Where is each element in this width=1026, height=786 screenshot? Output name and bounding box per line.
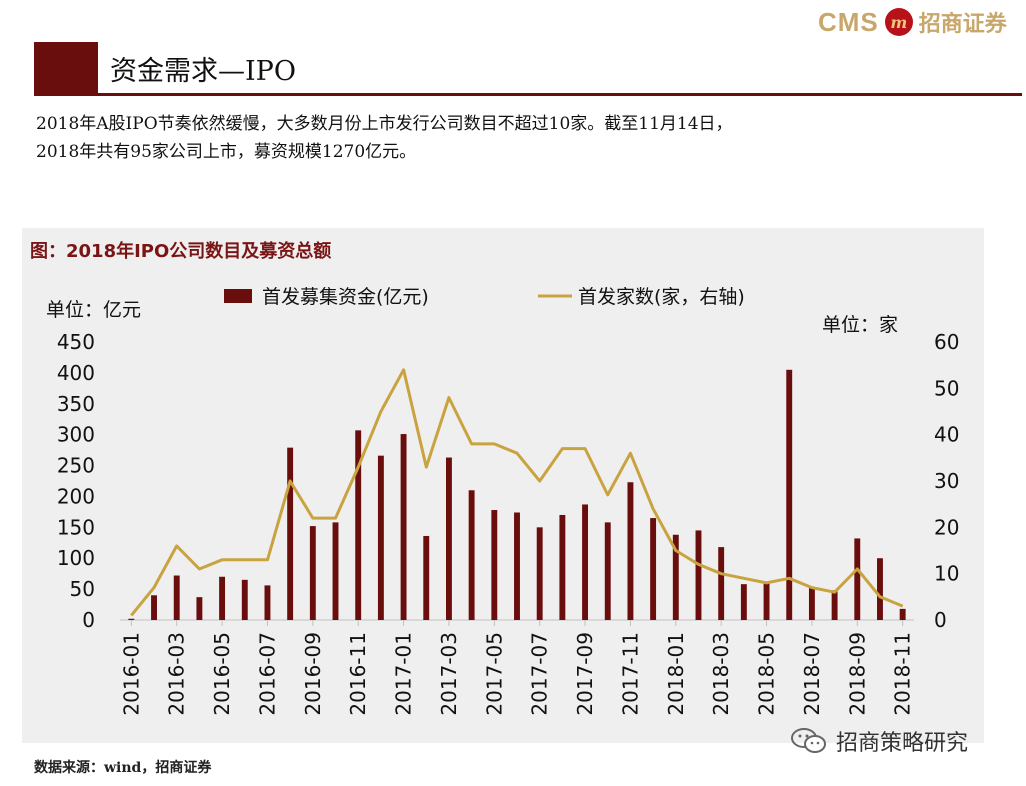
bar-2016-10 <box>332 522 339 620</box>
x-tick-label: 2016-05 <box>210 632 234 716</box>
left-axis-unit: 单位：亿元 <box>46 299 141 321</box>
x-tick-label: 2017-07 <box>528 632 552 716</box>
description-line-1: 2018年A股IPO节奏依然缓慢，大多数月份上市发行公司数目不超过10家。截至1… <box>36 114 733 134</box>
right-y-tick: 50 <box>934 376 959 400</box>
x-tick-label: 2018-07 <box>800 632 824 716</box>
bar-series <box>128 369 906 620</box>
bar-2018-05 <box>763 582 770 620</box>
x-tick-label: 2016-03 <box>165 632 189 716</box>
right-y-tick: 10 <box>934 562 959 586</box>
legend-bar-swatch <box>224 289 252 303</box>
bar-2018-11 <box>899 608 906 620</box>
cms-logo: CMS m 招商证券 <box>818 5 1007 39</box>
x-tick-label: 2017-05 <box>482 632 506 716</box>
source-note: 数据来源：wind，招商证券 <box>34 760 212 776</box>
left-y-tick: 200 <box>57 484 95 508</box>
logo-mark-icon: m <box>884 8 913 36</box>
right-y-tick: 0 <box>934 608 947 632</box>
bar-2018-02 <box>695 530 702 620</box>
legend-line-label: 首发家数(家，右轴) <box>578 286 745 308</box>
x-tick-label: 2017-11 <box>618 632 642 716</box>
bar-2018-01 <box>672 534 679 620</box>
left-y-tick: 0 <box>82 608 95 632</box>
x-tick-label: 2016-07 <box>255 632 279 716</box>
left-y-tick: 50 <box>70 577 95 601</box>
bar-2018-06 <box>786 369 793 620</box>
bar-2018-08 <box>831 590 838 620</box>
x-tick-label: 2016-11 <box>346 632 370 716</box>
bar-2016-12 <box>377 455 384 620</box>
bar-2017-09 <box>582 504 589 620</box>
x-tick-label: 2017-03 <box>437 632 461 716</box>
bar-2018-10 <box>877 558 883 620</box>
title-color-block <box>34 42 98 94</box>
x-tick-label: 2018-03 <box>709 632 733 716</box>
chart-title: 图：2018年IPO公司数目及募资总额 <box>30 241 332 262</box>
bar-2016-11 <box>355 430 362 620</box>
x-tick-label: 2018-11 <box>891 632 915 716</box>
bar-2016-02 <box>151 595 157 620</box>
bar-2017-04 <box>468 490 475 620</box>
bar-2018-03 <box>718 547 725 620</box>
left-y-tick: 300 <box>57 423 95 447</box>
chart-legend: 首发募集资金(亿元) 首发家数(家，右轴) <box>224 286 745 308</box>
logo-cms-text: CMS <box>818 6 879 37</box>
description: 2018年A股IPO节奏依然缓慢，大多数月份上市发行公司数目不超过10家。截至1… <box>36 110 1011 166</box>
left-y-tick: 450 <box>57 330 95 354</box>
left-y-tick: 250 <box>57 454 95 478</box>
title-divider <box>34 93 1022 96</box>
wechat-icon <box>791 728 826 753</box>
bar-2017-08 <box>559 514 566 620</box>
right-axis-ticks: 0 10 20 30 40 50 60 <box>934 330 959 632</box>
right-y-tick: 40 <box>934 423 959 447</box>
left-y-tick: 150 <box>57 515 95 539</box>
bar-2016-05 <box>219 576 226 620</box>
left-y-tick: 400 <box>57 361 95 385</box>
bar-2017-03 <box>445 457 452 620</box>
left-y-tick: 100 <box>57 546 95 570</box>
left-y-tick: 350 <box>57 392 95 416</box>
bar-2018-09 <box>854 538 861 620</box>
logo-cn-text: 招商证券 <box>918 11 1007 37</box>
x-tick-label: 2018-05 <box>755 632 779 716</box>
bar-2016-07 <box>264 585 271 620</box>
wechat-account-name: 招商策略研究 <box>836 731 969 756</box>
bar-2017-11 <box>627 482 634 620</box>
right-y-tick: 60 <box>934 330 959 354</box>
bar-2017-02 <box>423 535 430 620</box>
bar-2016-04 <box>196 597 203 620</box>
right-y-tick: 30 <box>934 469 959 493</box>
bar-2016-03 <box>173 575 180 620</box>
bar-2018-04 <box>740 584 747 620</box>
bar-2017-12 <box>650 518 657 620</box>
logo-mark-letter: m <box>890 12 908 32</box>
x-tick-label: 2018-09 <box>845 632 869 716</box>
bar-2016-01 <box>128 618 135 620</box>
bar-2017-05 <box>491 510 498 620</box>
description-line-2: 2018年共有95家公司上市，募资规模1270亿元。 <box>36 142 417 162</box>
bar-2016-08 <box>287 447 294 620</box>
bar-2016-09 <box>309 526 316 620</box>
x-tick-label: 2016-09 <box>301 632 325 716</box>
bar-2016-06 <box>241 579 248 620</box>
right-y-tick: 20 <box>934 515 959 539</box>
legend-bar-label: 首发募集资金(亿元) <box>262 286 429 308</box>
x-axis-ticks: 2016-01 2016-03 2016-05 2016-07 2016-09 2016-… <box>119 620 915 716</box>
x-tick-label: 2018-01 <box>664 632 688 716</box>
chart-panel <box>22 228 984 743</box>
page-title: 资金需求—IPO <box>110 56 296 87</box>
count-line-series <box>130 368 904 617</box>
bar-2017-10 <box>604 522 611 620</box>
bar-2017-06 <box>514 512 520 620</box>
bar-2017-01 <box>400 434 407 620</box>
left-axis-ticks: 0 50 100 150 200 250 300 350 400 450 <box>57 330 95 632</box>
x-tick-label: 2016-01 <box>119 632 143 716</box>
right-axis-unit: 单位：家 <box>822 314 898 336</box>
x-tick-label: 2017-09 <box>573 632 597 716</box>
bar-2018-07 <box>808 587 815 620</box>
bar-2017-07 <box>536 527 543 620</box>
wechat-watermark: 招商策略研究 <box>790 725 968 757</box>
x-tick-label: 2017-01 <box>392 632 416 716</box>
